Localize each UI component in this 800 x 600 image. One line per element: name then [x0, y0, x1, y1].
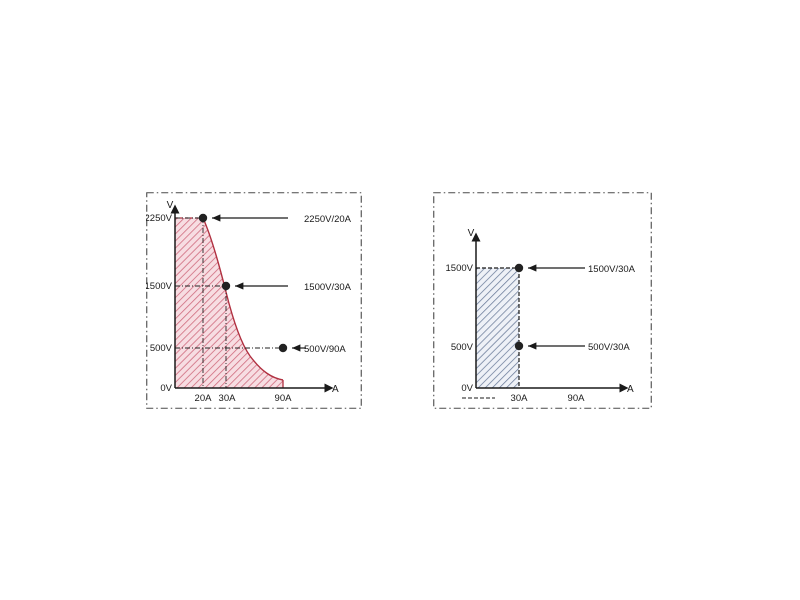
left-xtick-20a: 20A — [195, 393, 213, 404]
right-panel-border — [433, 192, 652, 409]
right-ytick-1500v: 1500V — [446, 263, 474, 274]
right-callout-labels: 1500V/30A 500V/30A — [588, 264, 636, 353]
right-xtick-30a: 30A — [511, 393, 529, 404]
right-point-500v-30a[interactable] — [514, 341, 524, 351]
right-a-axis-label: A — [627, 384, 634, 395]
left-panel-border — [146, 192, 362, 409]
right-callout-1500v-30a: 1500V/30A — [588, 264, 636, 275]
left-point-500v-90a[interactable] — [278, 343, 288, 353]
right-operating-area-fill — [476, 268, 519, 388]
left-v-axis-label: V — [167, 200, 174, 211]
left-ytick-500v: 500V — [150, 343, 173, 354]
right-ytick-0v: 0V — [461, 383, 473, 394]
panel-constant-power-operating-area: V A 2250V 1500V 500V 0V 20A 30A 90A — [146, 192, 362, 409]
left-xtick-90a: 90A — [275, 393, 293, 404]
left-callout-1500v-30a: 1500V/30A — [304, 282, 352, 293]
right-chart-svg: V A 1500V 500V 0V 30A 90A — [433, 192, 652, 409]
right-xtick-90a: 90A — [568, 393, 586, 404]
right-v-axis-label: V — [468, 228, 475, 239]
left-ytick-2250v: 2250V — [146, 213, 173, 224]
right-point-1500v-30a[interactable] — [514, 263, 524, 273]
left-operating-area-fill — [175, 218, 283, 388]
left-callout-labels: 2250V/20A 1500V/30A 500V/90A — [304, 214, 352, 355]
panel-rectangular-operating-area: V A 1500V 500V 0V 30A 90A — [433, 192, 652, 409]
left-chart-svg: V A 2250V 1500V 500V 0V 20A 30A 90A — [146, 192, 362, 409]
right-ytick-500v: 500V — [451, 342, 474, 353]
left-ytick-0v: 0V — [160, 383, 172, 394]
left-callout-2250v-20a: 2250V/20A — [304, 214, 352, 225]
left-callout-500v-90a: 500V/90A — [304, 344, 346, 355]
left-a-axis-label: A — [332, 384, 339, 395]
right-callout-500v-30a: 500V/30A — [588, 342, 630, 353]
left-point-1500v-30a[interactable] — [221, 281, 231, 291]
left-point-2250v-20a[interactable] — [198, 213, 208, 223]
left-xtick-30a: 30A — [219, 393, 237, 404]
left-ytick-1500v: 1500V — [146, 281, 173, 292]
left-power-limit-curve — [202, 217, 284, 381]
